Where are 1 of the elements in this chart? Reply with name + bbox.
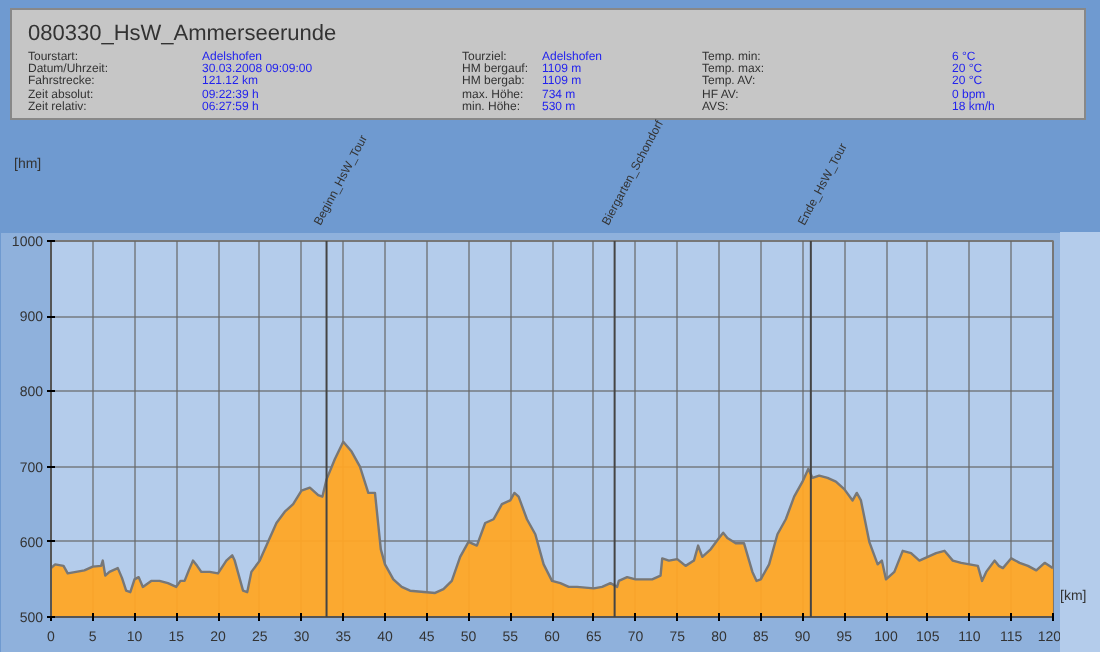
chart-title: 080330_HsW_Ammerseerunde [28,20,337,50]
